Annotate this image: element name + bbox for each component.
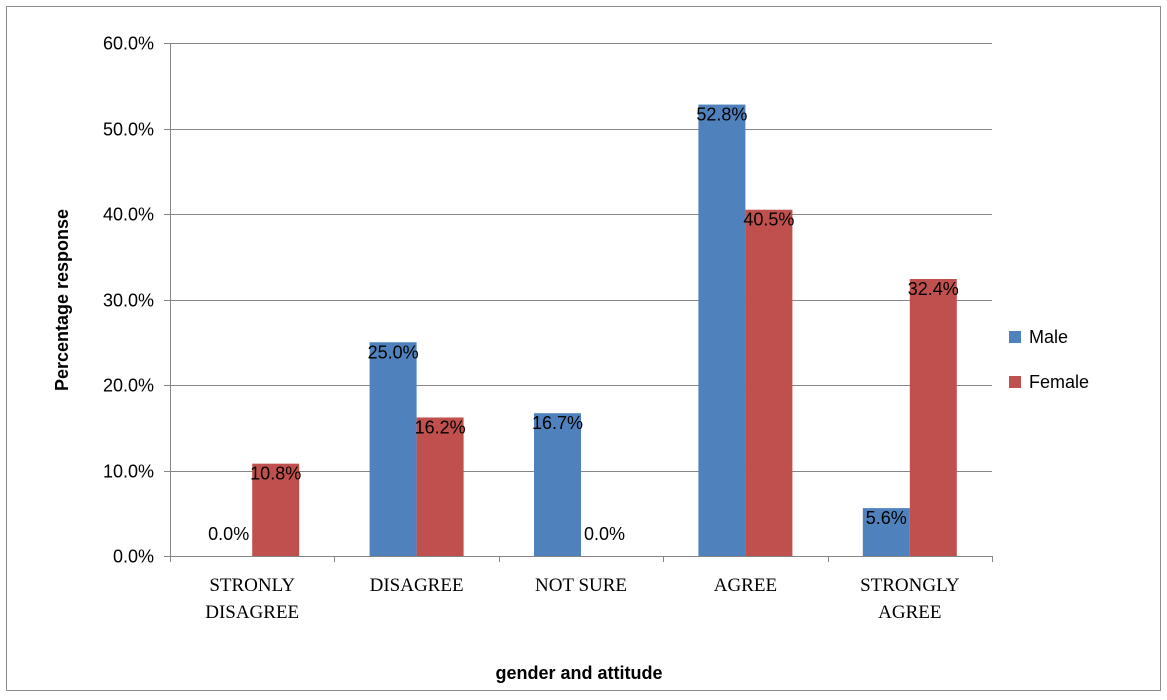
y-tick-label: 50.0%: [103, 120, 154, 140]
category-label: DISAGREE: [205, 602, 299, 623]
bar-male: [534, 413, 581, 556]
bar-female: [416, 417, 464, 556]
bar-male: [862, 508, 910, 556]
axes: 0.0% 10.0% 20.0% 30.0% 40.0% 50.0% 60.0% STRONL…: [103, 34, 993, 623]
bar-female: [252, 463, 300, 556]
legend-label: Male: [1029, 327, 1068, 347]
y-tick-label: 60.0%: [103, 34, 154, 54]
x-axis-title: gender and attitude: [495, 663, 662, 683]
y-tick-label: 10.0%: [103, 462, 154, 482]
data-label: 40.5%: [743, 210, 794, 230]
bar-female: [745, 209, 793, 556]
legend-swatch-male: [1009, 331, 1021, 343]
category-label: DISAGREE: [370, 575, 464, 596]
data-label: 52.8%: [696, 105, 747, 125]
bar-female: [909, 278, 957, 556]
y-tick-label: 30.0%: [103, 291, 154, 311]
data-label: 5.6%: [866, 508, 907, 528]
category-label: NOT SURE: [535, 575, 627, 596]
y-tick-label: 40.0%: [103, 205, 154, 225]
legend-swatch-female: [1009, 376, 1021, 388]
category-label: AGREE: [714, 575, 777, 596]
category-label: STRONLY: [209, 575, 295, 596]
y-axis-title: Percentage response: [52, 209, 72, 391]
data-label: 25.0%: [368, 342, 419, 362]
data-label: 16.7%: [532, 413, 583, 433]
bars: [252, 104, 957, 556]
category-label: STRONGLY: [860, 575, 960, 596]
data-label: 32.4%: [908, 279, 959, 299]
y-tick-label: 0.0%: [113, 547, 154, 567]
bar-male: [369, 342, 417, 556]
data-label: 0.0%: [584, 524, 625, 544]
legend: Male Female: [1009, 327, 1089, 392]
category-label: AGREE: [878, 602, 941, 623]
chart-border: [6, 6, 1161, 691]
y-tick-label: 20.0%: [103, 376, 154, 396]
data-label: 0.0%: [208, 524, 249, 544]
data-labels: 0.0% 25.0% 16.7% 52.8% 5.6% 10.8% 16.2% 0.0% 40.…: [208, 105, 959, 544]
data-label: 10.8%: [250, 464, 301, 484]
legend-label: Female: [1029, 372, 1089, 392]
bar-male: [698, 104, 746, 556]
data-label: 16.2%: [415, 417, 466, 437]
